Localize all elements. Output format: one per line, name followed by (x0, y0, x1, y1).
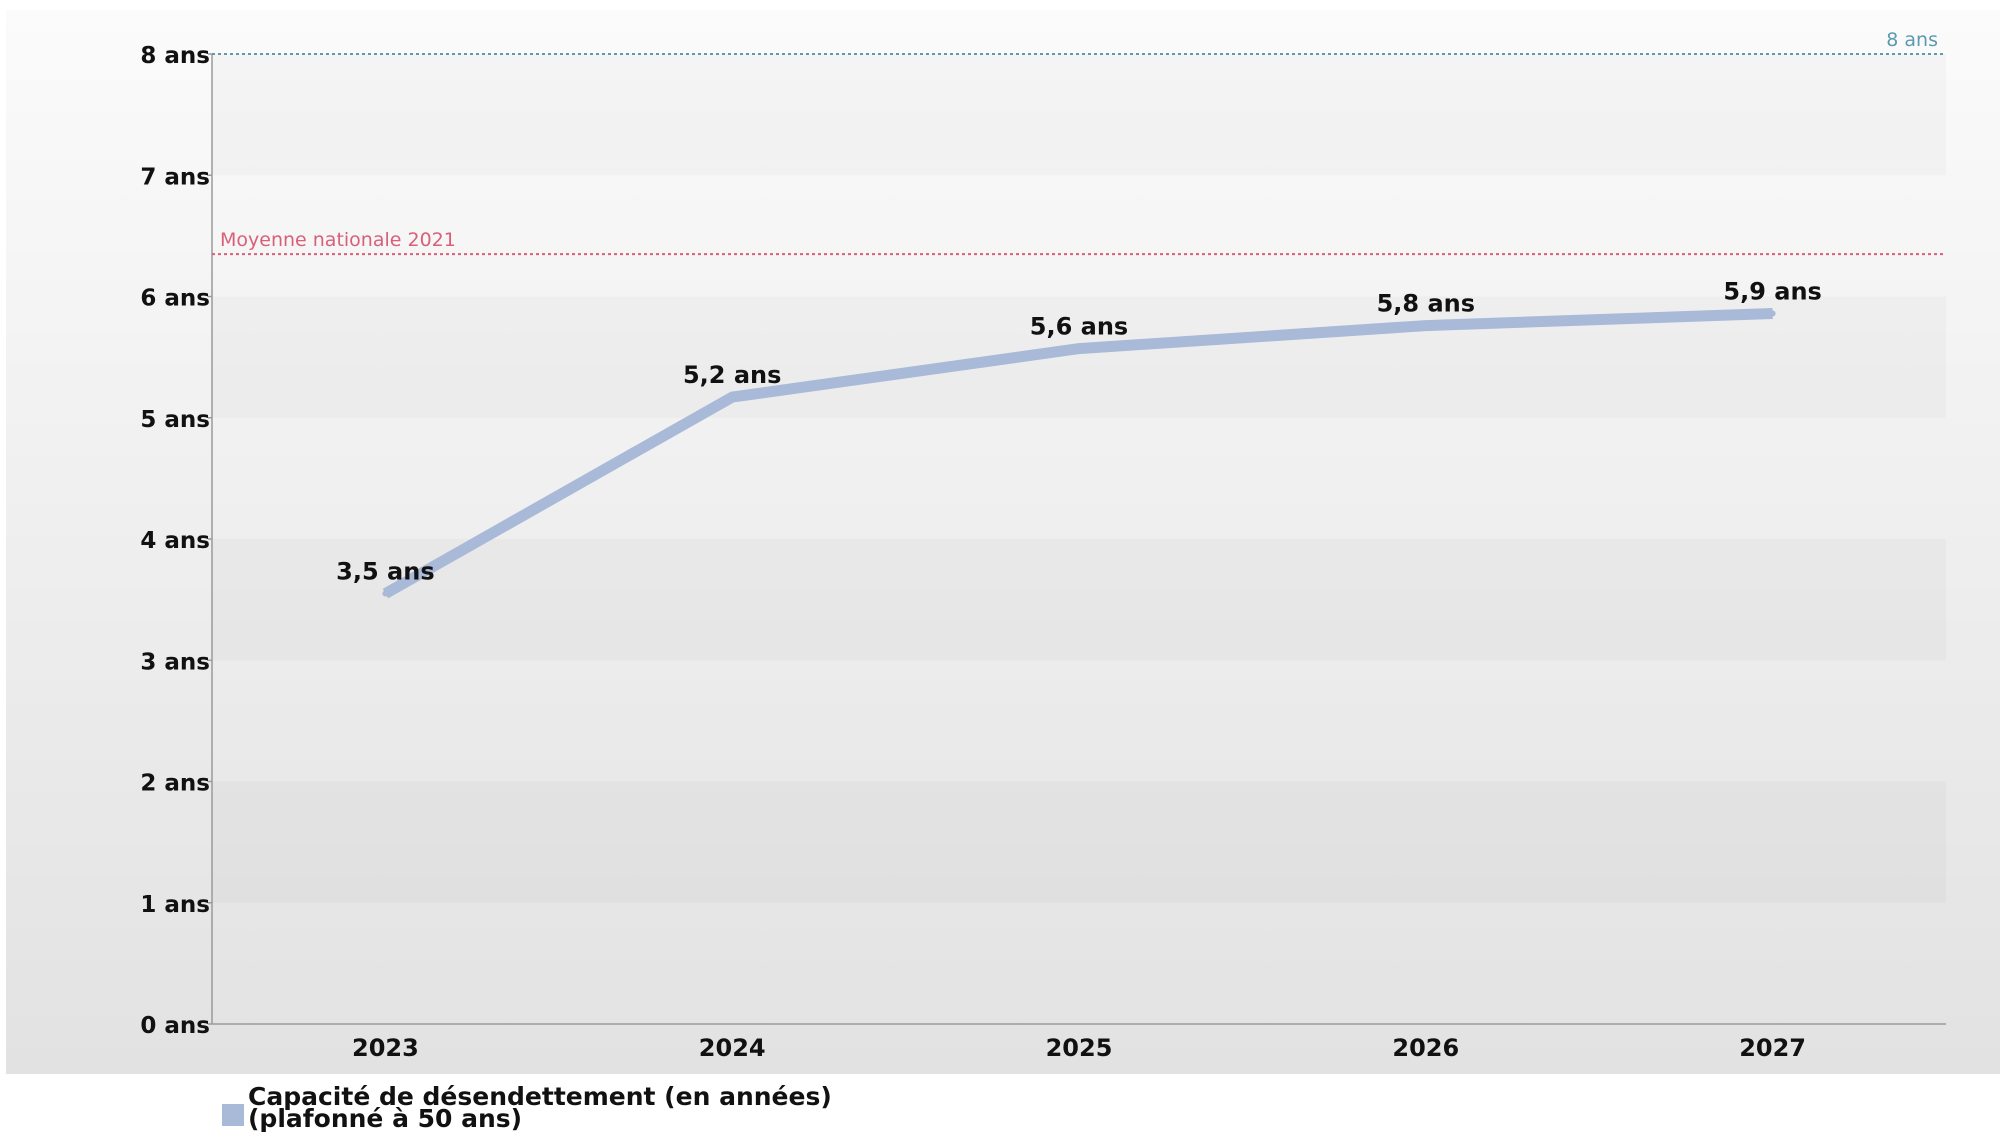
data-point (1769, 310, 1776, 317)
x-tick-label: 2025 (1046, 1034, 1113, 1062)
data-label: 5,2 ans (683, 361, 781, 389)
y-tick-label: 2 ans (140, 771, 210, 797)
series-layer (382, 308, 1776, 599)
data-label: 5,6 ans (1030, 313, 1128, 341)
data-label: 5,9 ans (1723, 277, 1821, 305)
data-point (729, 394, 736, 401)
legend-label-line2: (plafonné à 50 ans) (248, 1104, 523, 1133)
x-tick-label: 2023 (352, 1034, 419, 1062)
y-tick-label: 3 ans (140, 649, 210, 675)
x-tick-label: 2026 (1392, 1034, 1459, 1062)
legend-label: Capacité de désendettement (en années) (… (248, 1082, 832, 1133)
y-tick-label: 7 ans (140, 164, 210, 190)
x-tick-label: 2024 (699, 1034, 766, 1062)
plot-band (212, 782, 1946, 903)
data-label: 3,5 ans (336, 558, 434, 586)
plot-band (212, 539, 1946, 660)
data-label: 5,8 ans (1377, 290, 1475, 318)
data-point (1422, 322, 1429, 329)
chart-panel: 0 ans 1 ans 2 ans 3 ans 4 ans 5 ans 6 ans 7 ans… (6, 10, 2000, 1074)
legend-label-line1: Capacité de désendettement (en années) (248, 1082, 832, 1111)
reference-lines: 8 ans Moyenne nationale 2021 (212, 29, 1946, 256)
y-tick-label: 1 ans (140, 892, 210, 918)
data-point (1076, 345, 1082, 352)
axes: 0 ans 1 ans 2 ans 3 ans 4 ans 5 ans 6 ans 7 ans… (140, 43, 1946, 1062)
legend: Capacité de désendettement (en années) (… (222, 1082, 832, 1133)
y-tick-label: 4 ans (140, 528, 210, 554)
x-tick-label: 2027 (1739, 1034, 1806, 1062)
plot-band (212, 54, 1946, 175)
y-tick-label: 0 ans (140, 1013, 210, 1039)
data-point (382, 590, 389, 597)
reference-line-label: Moyenne nationale 2021 (220, 229, 456, 251)
data-labels: 3,5 ans 5,2 ans 5,6 ans 5,8 ans 5,9 ans (336, 277, 1822, 585)
legend-swatch (222, 1104, 244, 1126)
y-tick-label: 6 ans (140, 286, 210, 312)
reference-line-label: 8 ans (1886, 29, 1938, 51)
y-tick-label: 8 ans (140, 43, 210, 69)
line-chart: 0 ans 1 ans 2 ans 3 ans 4 ans 5 ans 6 ans 7 ans… (6, 10, 2000, 1074)
y-tick-label: 5 ans (140, 407, 210, 433)
chart-background (6, 10, 2000, 1074)
